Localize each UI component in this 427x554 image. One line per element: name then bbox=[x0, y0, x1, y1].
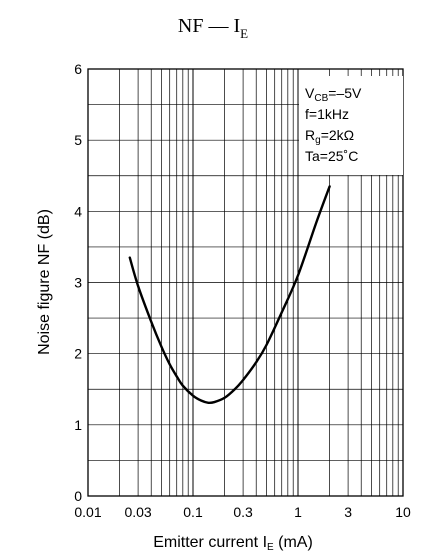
plot-frame bbox=[87, 68, 404, 497]
grid bbox=[88, 69, 403, 496]
condition-subscript: CB bbox=[314, 93, 328, 104]
chart-title-main: NF — I bbox=[178, 15, 240, 37]
x-axis-label: Emitter current IE (mA) bbox=[153, 534, 313, 553]
condition-text: V bbox=[305, 85, 315, 101]
y-tick-label: 0 bbox=[74, 488, 82, 504]
condition-ta: Ta=25˚C bbox=[305, 148, 358, 164]
condition-frequency: f=1kHz bbox=[305, 106, 349, 122]
y-tick-label: 2 bbox=[74, 346, 82, 362]
x-tick-label: 0.03 bbox=[124, 504, 151, 520]
x-axis-label-subscript: E bbox=[267, 542, 274, 553]
conditions-background bbox=[299, 76, 403, 175]
y-axis-label: Noise figure NF (dB) bbox=[36, 209, 53, 355]
condition-vcb: VCB=–5V bbox=[305, 85, 362, 104]
y-tick-label: 5 bbox=[74, 132, 82, 148]
y-tick-label: 3 bbox=[74, 275, 82, 291]
x-tick-label: 10 bbox=[395, 504, 411, 520]
condition-value: =2kΩ bbox=[321, 127, 354, 143]
x-tick-label: 3 bbox=[344, 504, 352, 520]
chart-title-subscript: E bbox=[240, 26, 248, 41]
x-axis-label-main: Emitter current I bbox=[153, 534, 267, 551]
conditions-box: VCB=–5V f=1kHz Rg=2kΩ Ta=25˚C bbox=[299, 76, 403, 175]
y-tick-label: 6 bbox=[74, 61, 82, 77]
condition-rg: Rg=2kΩ bbox=[305, 127, 354, 146]
x-tick-label: 0.1 bbox=[183, 504, 203, 520]
condition-text: R bbox=[305, 127, 315, 143]
y-tick-label: 4 bbox=[74, 203, 82, 219]
x-axis-label-unit: (mA) bbox=[274, 534, 313, 551]
condition-value: =–5V bbox=[328, 85, 362, 101]
y-tick-label: 1 bbox=[74, 417, 82, 433]
condition-text: Ta=25˚C bbox=[305, 148, 358, 164]
x-tick-label: 1 bbox=[294, 504, 302, 520]
x-tick-label: 0.01 bbox=[74, 504, 101, 520]
condition-text: f=1kHz bbox=[305, 106, 349, 122]
x-tick-label: 0.3 bbox=[233, 504, 253, 520]
nf-curve bbox=[128, 185, 331, 405]
x-axis-ticks: 0.01 0.03 0.1 0.3 1 3 10 bbox=[74, 504, 411, 520]
y-axis-ticks: 0 1 2 3 4 5 6 bbox=[74, 61, 82, 504]
condition-subscript: g bbox=[315, 135, 321, 146]
chart-title: NF — IE bbox=[178, 15, 248, 41]
